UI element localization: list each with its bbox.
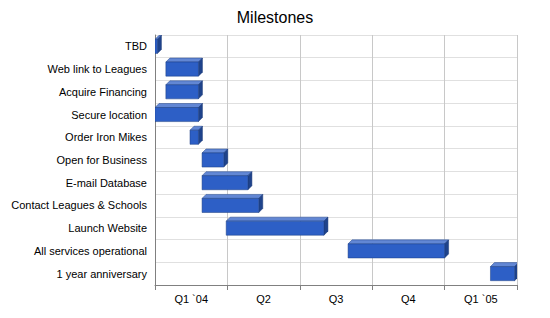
svg-text:Q1 `04: Q1 `04 (174, 293, 208, 305)
svg-text:All services operational: All services operational (34, 245, 147, 257)
svg-text:TBD: TBD (125, 40, 147, 52)
svg-text:Open for Business: Open for Business (57, 154, 148, 166)
svg-text:1 year anniversary: 1 year anniversary (57, 268, 148, 280)
svg-text:Q3: Q3 (329, 293, 344, 305)
svg-text:Secure location: Secure location (71, 109, 147, 121)
svg-text:Q4: Q4 (401, 293, 416, 305)
svg-text:Contact Leagues & Schools: Contact Leagues & Schools (11, 199, 147, 211)
svg-text:Order Iron Mikes: Order Iron Mikes (65, 131, 147, 143)
svg-text:Launch Website: Launch Website (68, 222, 147, 234)
svg-text:Q1 `05: Q1 `05 (464, 293, 498, 305)
svg-text:Web link to Leagues: Web link to Leagues (48, 63, 148, 75)
svg-text:E-mail Database: E-mail Database (66, 177, 147, 189)
svg-text:Q2: Q2 (256, 293, 271, 305)
svg-text:Milestones: Milestones (237, 9, 313, 26)
svg-text:Acquire Financing: Acquire Financing (59, 86, 147, 98)
